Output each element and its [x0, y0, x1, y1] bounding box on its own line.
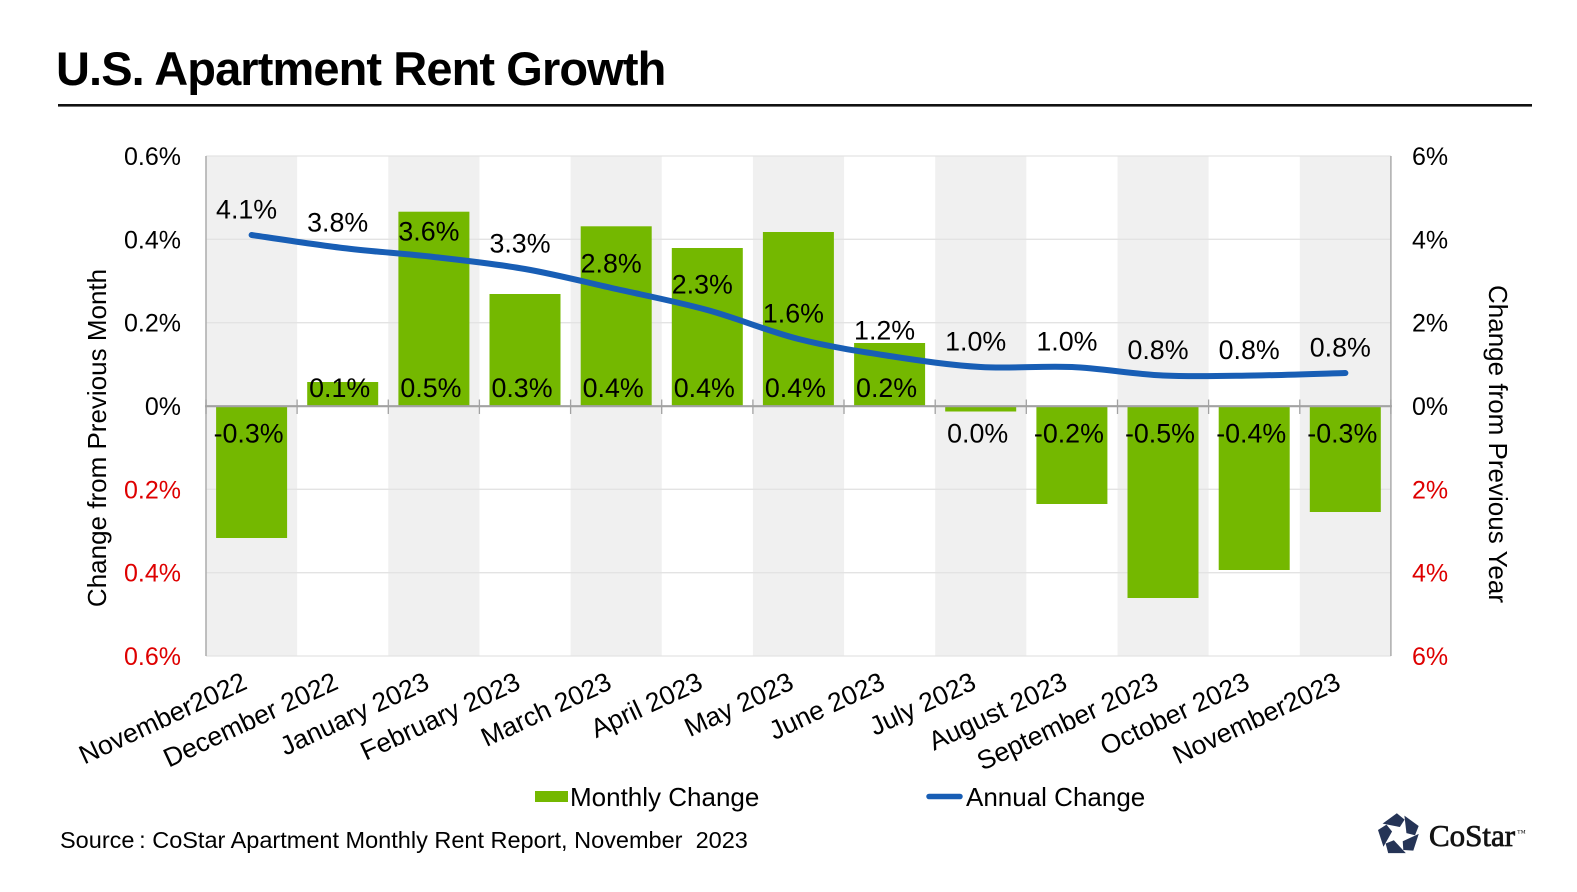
svg-text:4%: 4% — [1412, 226, 1448, 254]
svg-text:1.0%: 1.0% — [1036, 327, 1097, 357]
svg-text:0.2%: 0.2% — [124, 310, 181, 338]
svg-text:0.8%: 0.8% — [1219, 335, 1280, 365]
svg-text:4%: 4% — [1412, 560, 1448, 588]
svg-text:0.6%: 0.6% — [124, 143, 181, 171]
svg-text:0.8%: 0.8% — [1127, 335, 1188, 365]
svg-text:0.4%: 0.4% — [583, 373, 644, 403]
svg-text:Annual Change: Annual Change — [966, 782, 1145, 812]
svg-text:0.4%: 0.4% — [674, 373, 735, 403]
svg-text:3.3%: 3.3% — [489, 229, 550, 259]
svg-text:0.4%: 0.4% — [124, 560, 181, 588]
svg-text:0.1%: 0.1% — [309, 373, 370, 403]
svg-text:0.5%: 0.5% — [400, 373, 461, 403]
svg-text:0.8%: 0.8% — [1310, 333, 1371, 363]
svg-text:1.2%: 1.2% — [854, 316, 915, 346]
svg-text:4.1%: 4.1% — [216, 195, 277, 225]
svg-text:™: ™ — [1517, 828, 1526, 838]
svg-text:2.3%: 2.3% — [672, 270, 733, 300]
svg-text:3.6%: 3.6% — [398, 217, 459, 247]
svg-text:0.4%: 0.4% — [765, 373, 826, 403]
svg-text:0.2%: 0.2% — [856, 373, 917, 403]
svg-text:0.0%: 0.0% — [947, 419, 1008, 449]
svg-text:6%: 6% — [1412, 643, 1448, 671]
svg-text:Source : CoStar Apartment Mont: Source : CoStar Apartment Monthly Rent R… — [60, 827, 748, 853]
svg-text:2.8%: 2.8% — [581, 249, 642, 279]
svg-text:-0.3%: -0.3% — [1307, 419, 1377, 449]
svg-text:0.3%: 0.3% — [491, 373, 552, 403]
svg-text:Change from Previous Year: Change from Previous Year — [1483, 285, 1513, 603]
svg-text:2%: 2% — [1412, 476, 1448, 504]
svg-text:3.8%: 3.8% — [307, 208, 368, 238]
svg-text:Monthly Change: Monthly Change — [570, 782, 759, 812]
svg-text:1.6%: 1.6% — [763, 299, 824, 329]
svg-text:0.2%: 0.2% — [124, 476, 181, 504]
svg-text:-0.4%: -0.4% — [1216, 419, 1286, 449]
svg-text:2%: 2% — [1412, 310, 1448, 338]
svg-text:0%: 0% — [1412, 393, 1448, 421]
svg-text:CoStar: CoStar — [1429, 818, 1516, 853]
svg-text:0.6%: 0.6% — [124, 643, 181, 671]
svg-text:-0.2%: -0.2% — [1034, 419, 1104, 449]
svg-text:0.4%: 0.4% — [124, 226, 181, 254]
svg-text:Change from Previous Month: Change from Previous Month — [82, 269, 112, 607]
svg-text:6%: 6% — [1412, 143, 1448, 171]
svg-text:-0.3%: -0.3% — [214, 419, 284, 449]
svg-text:1.0%: 1.0% — [945, 327, 1006, 357]
svg-text:U.S. Apartment Rent Growth: U.S. Apartment Rent Growth — [56, 42, 665, 95]
svg-text:0%: 0% — [145, 393, 181, 421]
svg-text:-0.5%: -0.5% — [1125, 419, 1195, 449]
